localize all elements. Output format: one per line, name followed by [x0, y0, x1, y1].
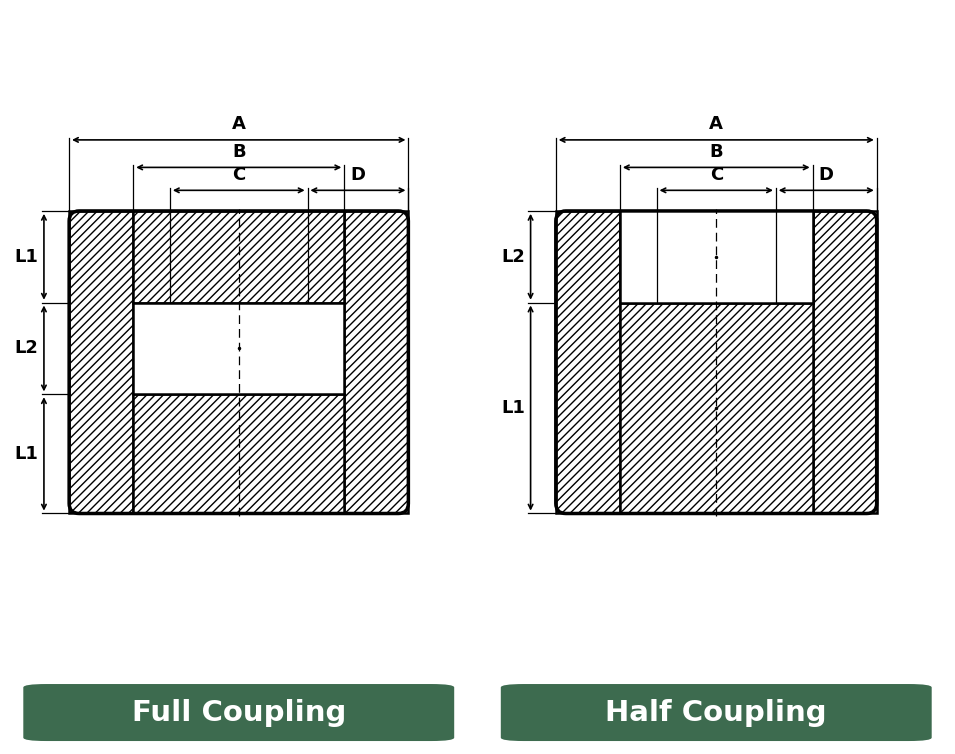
- Text: L1: L1: [14, 248, 38, 266]
- Text: L1: L1: [501, 399, 525, 417]
- Text: L2: L2: [14, 339, 38, 357]
- Text: Full Coupling: Full Coupling: [132, 698, 346, 727]
- Text: C: C: [232, 166, 245, 184]
- Polygon shape: [69, 211, 134, 513]
- Text: D: D: [350, 166, 366, 184]
- Text: D: D: [818, 166, 834, 184]
- Polygon shape: [813, 211, 877, 513]
- Text: Half Coupling: Half Coupling: [605, 698, 827, 727]
- Text: A: A: [232, 115, 245, 133]
- Polygon shape: [620, 211, 813, 302]
- FancyBboxPatch shape: [23, 684, 455, 741]
- Polygon shape: [344, 211, 409, 513]
- Text: L1: L1: [14, 445, 38, 463]
- Polygon shape: [620, 211, 813, 302]
- Polygon shape: [134, 394, 344, 513]
- Text: B: B: [232, 143, 245, 161]
- Text: L2: L2: [501, 248, 525, 266]
- Polygon shape: [134, 302, 344, 394]
- Text: C: C: [710, 166, 723, 184]
- Text: B: B: [710, 143, 723, 161]
- Polygon shape: [620, 302, 813, 513]
- Polygon shape: [134, 211, 344, 302]
- Text: A: A: [710, 115, 723, 133]
- FancyBboxPatch shape: [500, 684, 932, 741]
- Polygon shape: [556, 211, 620, 513]
